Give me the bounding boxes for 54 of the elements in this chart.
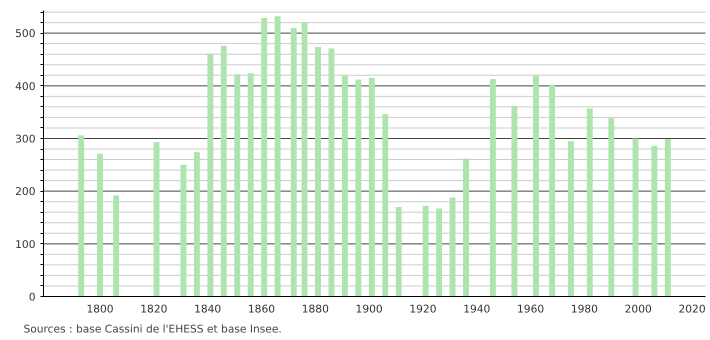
bar [651, 146, 658, 296]
bar [207, 54, 214, 296]
bar [113, 195, 120, 296]
bar [664, 139, 671, 296]
bar [382, 114, 388, 296]
x-tick-label: 1860 [248, 302, 276, 316]
bar [463, 158, 469, 296]
bar [234, 74, 240, 296]
bar [290, 28, 297, 296]
y-tick-label: 100 [15, 238, 36, 251]
x-tick-label: 1800 [86, 302, 114, 316]
bar [180, 164, 186, 296]
x-tick-label: 1920 [409, 302, 437, 316]
bar [608, 118, 614, 296]
x-tick-label: 1960 [517, 302, 544, 316]
bar [368, 78, 375, 296]
bar [274, 16, 281, 296]
x-tick-label: 1880 [302, 302, 330, 316]
bar [194, 152, 200, 296]
bar [355, 80, 362, 296]
bar [220, 46, 227, 296]
x-tick-label: 1900 [356, 302, 383, 316]
bar [533, 76, 539, 296]
bar [490, 78, 496, 296]
x-tick-label: 1820 [140, 302, 168, 316]
x-tick-label: 1980 [570, 302, 598, 316]
y-tick-label: 400 [15, 80, 36, 93]
bar [342, 76, 348, 296]
y-tick-label: 0 [28, 290, 36, 304]
bar [422, 206, 429, 296]
bar [154, 142, 160, 296]
x-tick-label: 1840 [194, 302, 222, 316]
bar [315, 46, 321, 296]
x-tick-label: 2000 [624, 302, 652, 316]
bar [261, 18, 268, 296]
y-tick-label: 200 [15, 185, 36, 198]
bar [328, 48, 334, 296]
bar [396, 206, 402, 296]
bar [549, 84, 556, 296]
bar [436, 208, 442, 296]
bar [568, 141, 574, 296]
bar [248, 73, 254, 296]
y-tick-label: 500 [15, 27, 36, 40]
bar [632, 138, 638, 296]
bar [450, 197, 456, 296]
bar [511, 106, 518, 296]
bar [97, 154, 103, 296]
x-tick-label: 1940 [463, 302, 491, 316]
bar [78, 135, 84, 296]
source-note: Sources : base Cassini de l'EHESS et base Insee. [24, 322, 282, 336]
y-tick-label: 300 [15, 132, 36, 146]
bar [302, 22, 308, 296]
bar [586, 108, 593, 296]
x-tick-label: 2020 [678, 302, 706, 316]
